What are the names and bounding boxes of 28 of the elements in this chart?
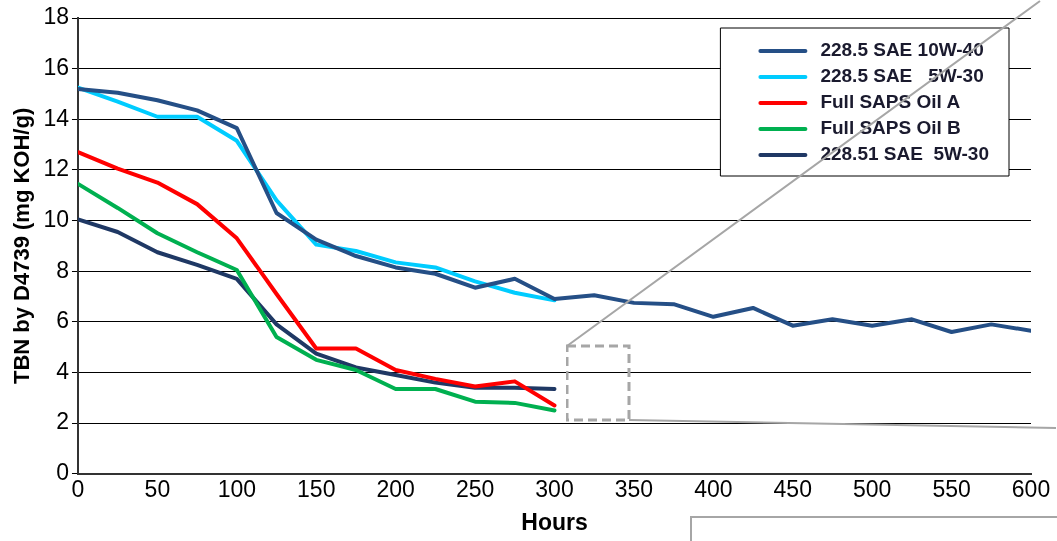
legend-label: Full SAPS Oil A [820,91,961,113]
legend-label: 228.51 SAE 5W-30 [820,143,990,165]
y-tick-label: 16 [43,53,69,80]
y-tick-label: 2 [56,408,69,435]
y-tick-label: 18 [43,3,69,30]
x-tick-label: 150 [297,475,336,502]
y-tick-label: 8 [56,256,69,283]
x-axis-title: Hours [521,508,588,535]
x-tick-label: 500 [852,475,892,502]
x-tick-label: 100 [217,475,257,502]
x-tick-label: 250 [455,475,495,502]
x-tick-label: 300 [535,475,574,502]
y-tick-label: 14 [43,104,70,131]
legend-label: 228.5 SAE 10W-40 [820,39,984,61]
x-tick-label: 450 [773,475,812,502]
x-tick-label: 350 [614,475,654,502]
legend-label: Full SAPS Oil B [820,117,961,139]
x-tick-label: 50 [144,475,171,502]
y-tick-label: 12 [43,155,69,182]
legend-label: 228.5 SAE 5W-30 [820,65,984,87]
y-axis-title: TBN by D4739 (mg KOH/g) [9,107,35,385]
y-tick-label: 10 [43,205,69,232]
x-tick-label: 550 [932,475,971,502]
x-tick-label: 600 [1011,475,1051,502]
x-tick-label: 400 [694,475,733,502]
y-tick-label: 4 [56,357,70,384]
x-tick-label: 200 [376,475,415,502]
y-tick-label: 6 [56,307,69,334]
